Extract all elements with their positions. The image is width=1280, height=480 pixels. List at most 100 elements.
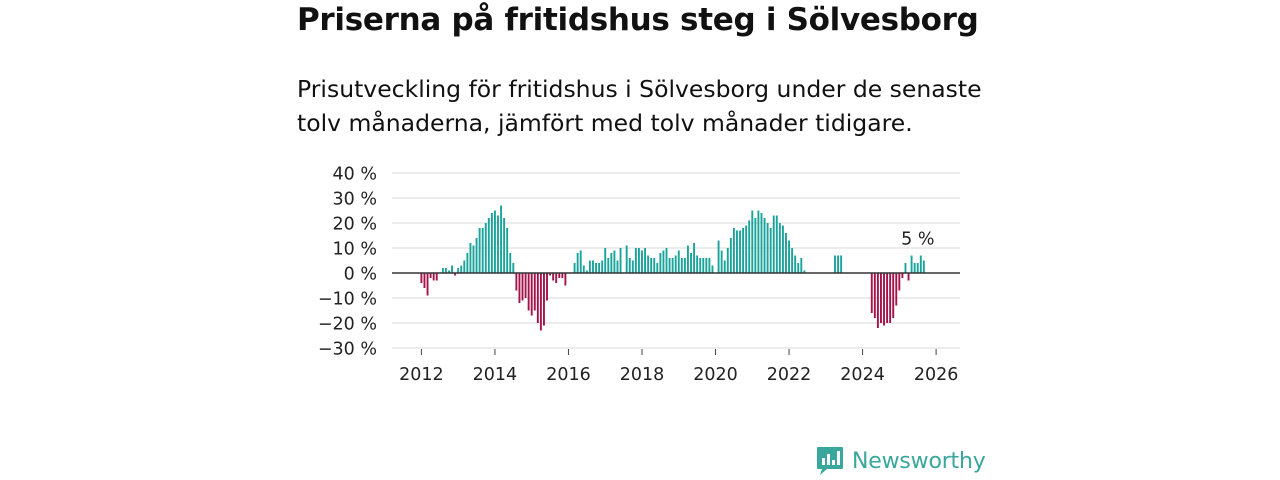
bar xyxy=(582,265,585,273)
bar xyxy=(426,273,429,296)
bar xyxy=(490,213,493,273)
bar xyxy=(592,260,594,273)
bar xyxy=(435,273,438,281)
newsworthy-logo-icon xyxy=(817,447,843,475)
bar xyxy=(650,258,653,273)
x-tick-label: 2012 xyxy=(399,365,444,385)
bar xyxy=(552,273,555,281)
bar xyxy=(619,248,622,273)
bar xyxy=(880,273,882,323)
bar xyxy=(901,273,904,278)
brand-name: Newsworthy xyxy=(852,448,986,474)
bar xyxy=(533,273,536,311)
bar xyxy=(527,273,530,311)
bar xyxy=(637,248,640,273)
bar xyxy=(530,273,533,316)
bar xyxy=(656,263,659,273)
bar xyxy=(705,258,708,273)
bar xyxy=(736,230,738,273)
bar xyxy=(613,250,616,273)
bar xyxy=(785,233,787,273)
bar xyxy=(539,273,542,331)
bar xyxy=(840,255,843,273)
bar xyxy=(763,218,766,273)
bar xyxy=(748,220,751,273)
x-tick-label: 2020 xyxy=(693,365,738,385)
bar xyxy=(469,243,472,273)
bar xyxy=(585,270,588,273)
bar xyxy=(751,210,754,273)
x-tick-label: 2016 xyxy=(546,365,591,385)
bar xyxy=(604,248,607,273)
bar xyxy=(837,255,840,273)
bar xyxy=(628,258,631,273)
bar xyxy=(429,273,432,278)
bar xyxy=(699,258,702,273)
bar xyxy=(834,255,836,273)
bar xyxy=(907,273,910,281)
bar xyxy=(889,273,892,323)
x-tick-label: 2024 xyxy=(840,365,885,385)
bar xyxy=(904,263,907,273)
bar xyxy=(487,218,490,273)
bar xyxy=(757,210,760,273)
brand-logo: Newsworthy xyxy=(816,446,986,476)
bar xyxy=(886,273,889,323)
bar xyxy=(791,248,794,273)
bar xyxy=(647,255,650,273)
bar xyxy=(680,258,683,273)
bar xyxy=(451,265,453,273)
bar xyxy=(916,263,919,273)
bar xyxy=(696,255,699,273)
bar xyxy=(631,260,634,273)
chart-subtitle: Prisutveckling för fritidshus i Sölvesbo… xyxy=(297,75,982,137)
y-tick-label: −10 % xyxy=(318,290,377,310)
bar xyxy=(662,250,665,273)
bar xyxy=(561,273,564,278)
bar xyxy=(503,218,506,273)
bar xyxy=(634,248,637,273)
bar xyxy=(898,273,901,291)
bar xyxy=(702,258,705,273)
bar xyxy=(432,273,435,281)
bar xyxy=(766,223,769,273)
bar xyxy=(475,238,478,273)
bar xyxy=(521,273,524,301)
y-tick-label: −20 % xyxy=(318,315,377,335)
bar xyxy=(876,273,879,328)
bar xyxy=(423,273,426,288)
bar xyxy=(775,215,778,273)
bar xyxy=(693,243,696,273)
bar xyxy=(683,258,686,273)
bar xyxy=(922,260,925,273)
bar xyxy=(769,228,772,273)
bar xyxy=(883,273,885,326)
bar xyxy=(558,273,561,278)
bar xyxy=(708,258,711,273)
bar xyxy=(781,225,784,273)
bar xyxy=(444,268,447,273)
last-value-annotation: 5 % xyxy=(901,230,934,250)
bar xyxy=(598,263,601,273)
y-tick-label: 20 % xyxy=(333,215,377,235)
bar xyxy=(919,255,922,273)
y-tick-label: 10 % xyxy=(333,240,377,260)
bar xyxy=(546,273,548,301)
bar xyxy=(895,273,898,306)
bar xyxy=(512,263,515,273)
bar xyxy=(665,248,668,273)
bar xyxy=(601,260,604,273)
bar xyxy=(717,240,720,273)
bar xyxy=(671,258,674,273)
bar xyxy=(677,250,680,273)
bar xyxy=(720,250,723,273)
y-tick-label: 0 % xyxy=(344,265,377,285)
bar xyxy=(457,268,460,273)
x-tick-label: 2014 xyxy=(473,365,518,385)
bar xyxy=(760,213,763,273)
bar xyxy=(441,268,444,273)
bar xyxy=(524,273,527,298)
bar xyxy=(454,273,457,276)
bar xyxy=(607,258,610,273)
